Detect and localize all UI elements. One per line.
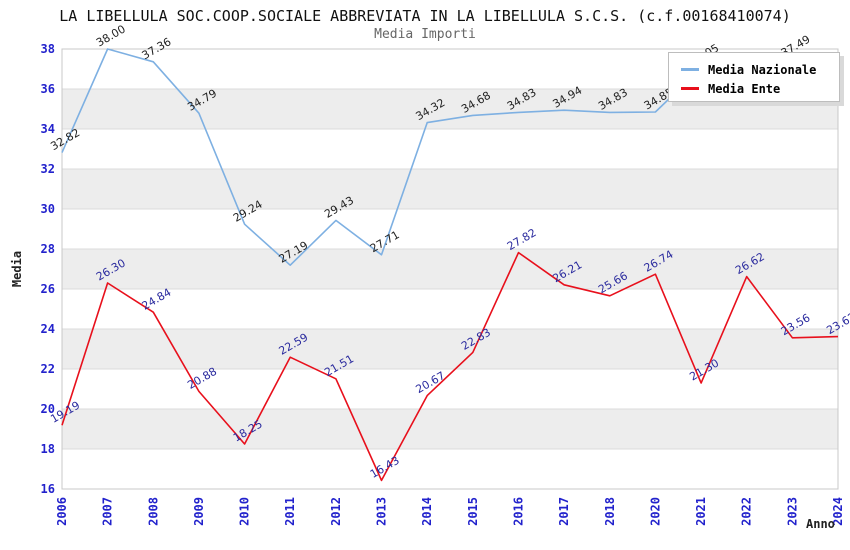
legend-label-media-ente: Media Ente	[708, 81, 781, 96]
y-tick-label: 28	[41, 242, 55, 256]
page-subtitle: Media Importi	[374, 27, 476, 42]
y-tick-label: 20	[41, 402, 55, 416]
page-title: LA LIBELLULA SOC.COOP.SOCIALE ABBREVIATA…	[59, 7, 791, 25]
y-tick-label: 22	[41, 362, 55, 376]
x-tick-label: 2024	[831, 497, 845, 526]
x-tick-label: 2013	[375, 497, 389, 526]
plot-border	[61, 48, 839, 490]
y-tick-label: 30	[41, 202, 55, 216]
x-tick-label: 2007	[101, 497, 115, 526]
x-tick-label: 2006	[55, 497, 69, 526]
x-axis-title: Anno	[806, 517, 835, 531]
y-tick-label: 38	[41, 42, 55, 56]
x-tick-label: 2012	[329, 497, 343, 526]
x-tick-label: 2018	[603, 497, 617, 526]
y-tick-label: 16	[41, 482, 55, 496]
x-tick-label: 2022	[740, 497, 754, 526]
legend-label-media-nazionale: Media Nazionale	[708, 62, 817, 77]
y-tick-label: 34	[41, 122, 55, 136]
x-tick-label: 2009	[192, 497, 206, 526]
legend-item-media-nazionale: Media Nazionale	[681, 60, 839, 79]
x-tick-label: 2014	[420, 497, 434, 526]
x-tick-label: 2020	[648, 497, 662, 526]
series-line-media-ente	[61, 251, 839, 482]
x-tick-label: 2023	[785, 497, 799, 526]
plot-band	[62, 249, 838, 289]
data-label: 24.84	[140, 286, 174, 313]
x-tick-label: 2011	[283, 497, 297, 526]
plot-band	[62, 329, 838, 369]
x-tick-label: 2010	[238, 497, 252, 526]
plot-band	[62, 169, 838, 209]
y-tick-label: 26	[41, 282, 55, 296]
legend-color-media-ente-icon	[681, 87, 699, 90]
x-tick-label: 2008	[146, 497, 160, 526]
legend-color-media-nazionale-icon	[681, 68, 699, 71]
x-tick-label: 2021	[694, 497, 708, 526]
x-tick-label: 2016	[511, 497, 525, 526]
x-tick-label: 2015	[466, 497, 480, 526]
y-tick-label: 18	[41, 442, 55, 456]
legend-item-media-ente: Media Ente	[681, 79, 839, 98]
data-label: 16.43	[368, 454, 402, 481]
plot-band	[62, 409, 838, 449]
x-tick-label: 2017	[557, 497, 571, 526]
y-axis-title: Media	[10, 250, 24, 288]
legend: Media Nazionale Media Ente	[668, 52, 840, 102]
data-label: 23.62	[824, 310, 850, 337]
y-tick-label: 24	[41, 322, 55, 336]
y-tick-label: 36	[41, 82, 55, 96]
y-tick-label: 32	[41, 162, 55, 176]
